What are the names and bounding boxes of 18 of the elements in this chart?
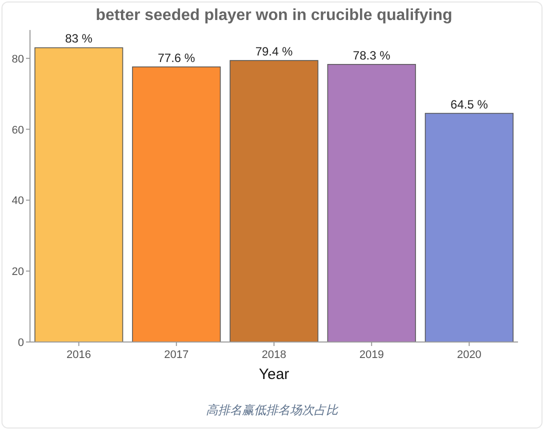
data-label: 77.6 % [158,50,196,65]
y-tick-label: 80 [12,53,24,66]
y-tick-label: 0 [18,337,24,349]
y-tick-label: 40 [12,195,24,208]
x-tick-label: 2018 [262,349,286,361]
x-tick-label: 2019 [359,349,384,361]
text: 高排名赢低排名场次占比 [206,403,339,417]
data-label: 64.5 % [450,97,488,112]
x-tick-label: 2020 [456,349,482,361]
chart-title: better seeded player won in crucible qualifying [96,7,452,24]
x-tick-label: 2017 [164,349,189,361]
data-label: 78.3 % [352,48,391,62]
data-label: 83 % [65,32,93,46]
x-axis-title: Year [258,366,290,383]
y-tick-label: 60 [12,124,24,136]
data-label: 79.4 % [255,44,294,58]
y-tick-label: 20 [12,266,24,278]
x-tick-label: 2016 [66,349,92,361]
